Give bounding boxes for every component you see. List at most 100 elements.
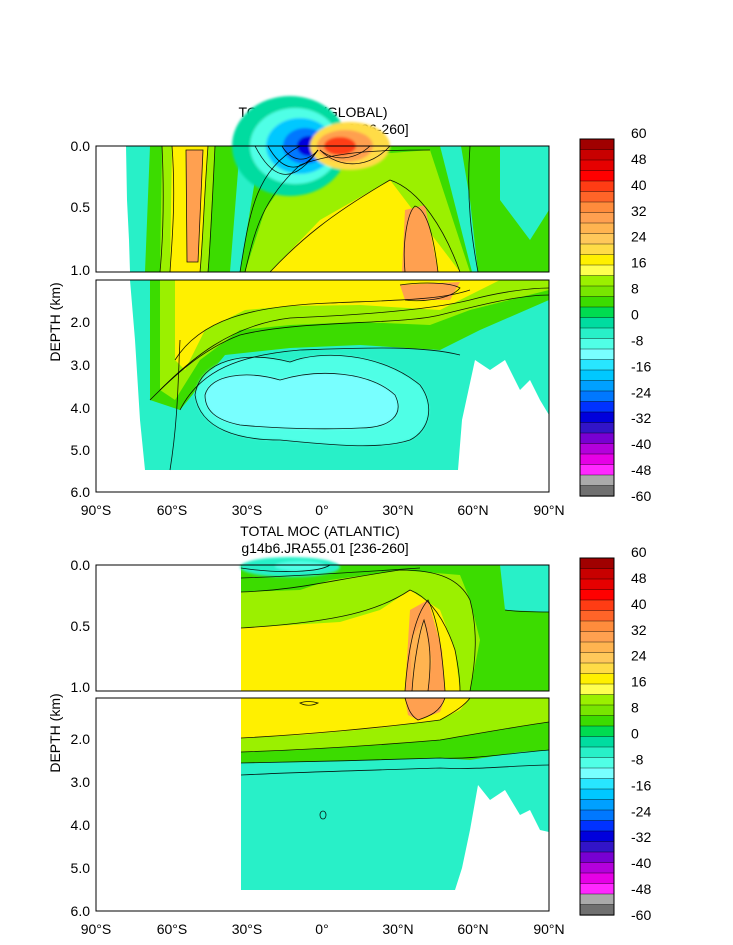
colorbar-label: -8	[631, 332, 644, 348]
colorbar-swatch	[579, 610, 615, 622]
colorbar-label: 32	[631, 203, 647, 219]
colorbar-frame	[579, 138, 615, 497]
y-tick-label: 5.0	[71, 442, 91, 458]
colorbar-swatch	[579, 578, 615, 591]
colorbar-swatch	[579, 778, 615, 790]
colorbar-swatch	[579, 652, 615, 664]
contour-line	[169, 145, 175, 273]
x-tick-label: 60°S	[157, 502, 188, 518]
colorbar-label: 0	[631, 726, 639, 742]
contour-line	[169, 339, 181, 471]
colorbar-label: 16	[631, 674, 647, 690]
x-tick-label: 0°	[315, 502, 328, 518]
upper-contours	[240, 564, 550, 692]
colorbar-label: 32	[631, 622, 647, 638]
colorbar-swatch	[579, 432, 615, 445]
colorbar-swatch	[579, 390, 615, 403]
colorbar-swatch	[579, 191, 615, 203]
contour-line	[240, 697, 471, 739]
x-tick-label: 90°N	[533, 921, 564, 937]
colorbar-swatch	[579, 715, 615, 727]
colorbar-swatch	[579, 841, 615, 853]
colorbar-swatch	[579, 285, 615, 298]
colorbar-swatch	[579, 254, 615, 266]
contour-line	[207, 145, 216, 273]
colorbar-label: -8	[631, 751, 644, 767]
colorbar-swatch	[579, 453, 615, 466]
contour-line	[240, 749, 550, 764]
colorbar-swatch	[579, 557, 615, 570]
contour-line	[159, 287, 550, 391]
x-tick-label: 90°S	[81, 502, 112, 518]
colorbar-swatch	[579, 201, 615, 214]
chart-title: TOTAL MOC (ATLANTIC)	[240, 523, 400, 539]
colorbar-swatch	[579, 683, 615, 696]
colorbar-swatch	[579, 862, 615, 874]
colorbar-swatch	[579, 296, 615, 308]
y-tick-label: 1.0	[71, 262, 91, 278]
contour-line	[199, 145, 209, 273]
contour-line	[411, 618, 431, 692]
colorbar-label: 60	[631, 544, 647, 560]
contour-line	[399, 282, 461, 302]
contour-line	[281, 145, 319, 160]
colorbar-swatch	[579, 170, 615, 182]
colorbar-swatch	[579, 767, 615, 780]
colorbar-swatch	[579, 422, 615, 434]
y-tick-label: 2.0	[71, 731, 91, 747]
colorbar-swatch	[579, 317, 615, 329]
atlantic-lower-plot-area	[95, 697, 550, 912]
colorbar-swatch	[579, 411, 615, 424]
colorbar-label: -60	[631, 907, 651, 923]
colorbar-label: -48	[631, 881, 651, 897]
contour-line	[240, 569, 476, 692]
colorbar-swatch	[579, 746, 615, 759]
x-axis-ticks: 90°S 60°S 30°S 0° 30°N 60°N 90°N	[81, 921, 565, 937]
contour-line	[240, 564, 331, 572]
field-orange-core	[410, 620, 432, 691]
x-tick-label: 0°	[315, 921, 328, 937]
colorbar-label: 48	[631, 151, 647, 167]
y-tick-label: 0.5	[71, 618, 91, 634]
colorbar-label: -60	[631, 488, 651, 504]
colorbar-label: -16	[631, 358, 651, 374]
colorbar-swatch	[579, 883, 615, 895]
surface-cell-core	[275, 561, 325, 571]
colorbar-swatch	[579, 222, 615, 235]
y-axis-label: DEPTH (km)	[47, 282, 63, 361]
colorbar-swatch	[579, 893, 615, 906]
y-axis-ticks: 0.0 0.5 1.0 2.0 3.0 4.0 5.0 6.0	[71, 557, 91, 919]
colorbar-swatch	[579, 443, 615, 455]
colorbar-swatch	[579, 380, 615, 392]
colorbar-label: 16	[631, 255, 647, 271]
colorbar-swatch	[579, 474, 615, 487]
field-yellow	[241, 590, 460, 691]
colorbar-swatch	[579, 338, 615, 350]
contour-line	[319, 145, 371, 159]
colorbar-label: 60	[631, 125, 647, 141]
contour-line	[179, 347, 461, 411]
global-lower-plot-area	[95, 279, 550, 493]
x-tick-label: 60°S	[157, 921, 188, 937]
colorbar-swatch	[579, 694, 615, 706]
contour-line	[267, 145, 319, 168]
colorbar-swatch	[579, 872, 615, 885]
colorbar-label: 8	[631, 700, 639, 716]
contour-line	[319, 145, 391, 165]
contour-line	[254, 145, 319, 175]
y-tick-label: 6.0	[71, 484, 91, 500]
y-tick-label: 0.0	[71, 557, 91, 573]
colorbar-label: 0	[631, 307, 639, 323]
colorbar-swatch	[579, 306, 615, 319]
contour-line	[244, 149, 431, 273]
contour-line	[403, 205, 439, 273]
colorbar-frame	[579, 557, 615, 916]
colorbar-swatch	[579, 589, 615, 601]
contour-line	[204, 373, 399, 430]
field-sh-orange	[186, 150, 203, 262]
x-axis-ticks: 90°S 60°S 30°S 0° 30°N 60°N 90°N	[81, 502, 565, 518]
colorbar-swatch	[579, 264, 615, 277]
x-tick-label: 30°S	[232, 502, 263, 518]
x-tick-label: 90°N	[533, 502, 564, 518]
